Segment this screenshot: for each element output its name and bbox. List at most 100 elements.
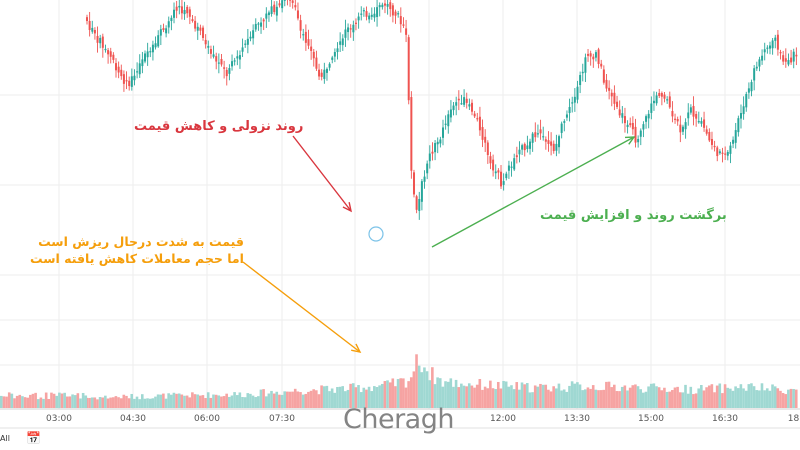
volume-bar: [768, 390, 772, 408]
volume-bar: [684, 384, 687, 408]
volume-bar: [584, 389, 587, 408]
volume-bar: [599, 390, 603, 408]
calendar-goto-icon[interactable]: 📅: [26, 431, 41, 445]
volume-bar: [230, 395, 234, 408]
candle-body: [708, 132, 711, 141]
volume-annotation: قیمت به شدت درحال ریزش است اما حجم معامل…: [30, 233, 244, 267]
candle-body: [399, 16, 402, 25]
candle-body: [93, 30, 96, 34]
volume-bar: [747, 384, 751, 408]
volume-bar: [515, 382, 519, 408]
volume-bar: [154, 396, 157, 408]
volume-bar: [278, 394, 281, 408]
volume-bar: [512, 389, 516, 408]
volume-bar: [84, 395, 88, 408]
candle-body: [652, 100, 655, 104]
volume-bar: [657, 387, 661, 408]
volume-bar: [597, 390, 600, 408]
candle-body: [761, 55, 764, 61]
volume-bar: [504, 381, 508, 408]
volume-bar: [201, 395, 205, 408]
volume-bar: [644, 391, 648, 408]
volume-bar: [789, 388, 793, 408]
candle-body: [544, 139, 547, 142]
candle-body: [180, 6, 183, 14]
volume-bar: [93, 397, 97, 408]
candle-body: [710, 138, 713, 145]
candle-body: [320, 72, 323, 77]
candle-body: [587, 53, 590, 56]
candle-body: [344, 29, 347, 38]
volume-bar: [639, 389, 642, 408]
candle-body: [447, 114, 450, 127]
volume-bar: [212, 394, 215, 408]
volume-bar: [723, 384, 727, 408]
volume-bar: [673, 387, 677, 408]
candle-body: [679, 124, 682, 133]
candle-body: [133, 75, 136, 81]
volume-bar: [726, 387, 729, 408]
volume-bar: [143, 398, 147, 408]
volume-bar: [760, 383, 764, 408]
volume-bar: [204, 398, 207, 408]
candle-body: [362, 10, 365, 12]
volume-bar: [399, 378, 403, 408]
candle-body: [407, 37, 410, 101]
volume-bar: [180, 394, 184, 408]
candle-body: [265, 13, 268, 19]
candle-body: [249, 36, 252, 39]
candle-body: [365, 11, 368, 17]
candle-body: [750, 82, 753, 92]
volume-bar: [159, 394, 163, 408]
volume-bar: [315, 390, 318, 408]
volume-bar: [536, 386, 540, 408]
volume-bar: [626, 390, 629, 408]
volume-bar: [568, 385, 571, 408]
volume-bar: [90, 397, 94, 408]
candle-body: [739, 113, 742, 119]
volume-bar: [470, 385, 474, 408]
volume-bar: [533, 385, 537, 408]
candle-body: [737, 118, 740, 133]
volume-bar: [420, 372, 424, 408]
volume-bar: [307, 391, 310, 408]
candle-body: [120, 69, 123, 77]
candle-body: [539, 129, 542, 134]
candle-body: [175, 6, 178, 11]
volume-bar: [454, 379, 458, 408]
candle-body: [526, 145, 529, 150]
volume-bar: [98, 397, 102, 408]
candle-body: [410, 97, 413, 171]
candle-body: [304, 31, 307, 43]
candle-body: [510, 166, 513, 168]
candle-body: [204, 39, 207, 45]
volume-bar: [380, 383, 384, 408]
volume-bar: [233, 392, 236, 408]
candle-body: [637, 138, 640, 143]
volume-bar: [721, 393, 724, 408]
timeframe-all-label[interactable]: All: [0, 434, 10, 443]
candle-body: [299, 20, 302, 31]
candle-body: [550, 141, 553, 146]
volume-bar: [18, 394, 22, 408]
candle-body: [668, 96, 671, 108]
volume-bar: [752, 386, 756, 408]
candle-body: [402, 24, 405, 26]
candle-body: [758, 59, 761, 67]
volume-bar: [581, 390, 584, 408]
volume-bar: [151, 398, 155, 408]
candle-body: [605, 79, 608, 89]
volume-bar: [642, 392, 645, 408]
volume-bar: [140, 394, 144, 408]
volume-bar: [262, 389, 265, 408]
candle-body: [732, 139, 735, 144]
candle-body: [312, 51, 315, 59]
candle-body: [484, 136, 487, 143]
candle-body: [444, 123, 447, 125]
candle-body: [563, 121, 566, 123]
volume-bar: [779, 390, 782, 408]
candle-body: [331, 57, 334, 60]
volume-bar: [750, 383, 753, 408]
candle-body: [684, 122, 687, 130]
candle-body: [146, 51, 149, 58]
